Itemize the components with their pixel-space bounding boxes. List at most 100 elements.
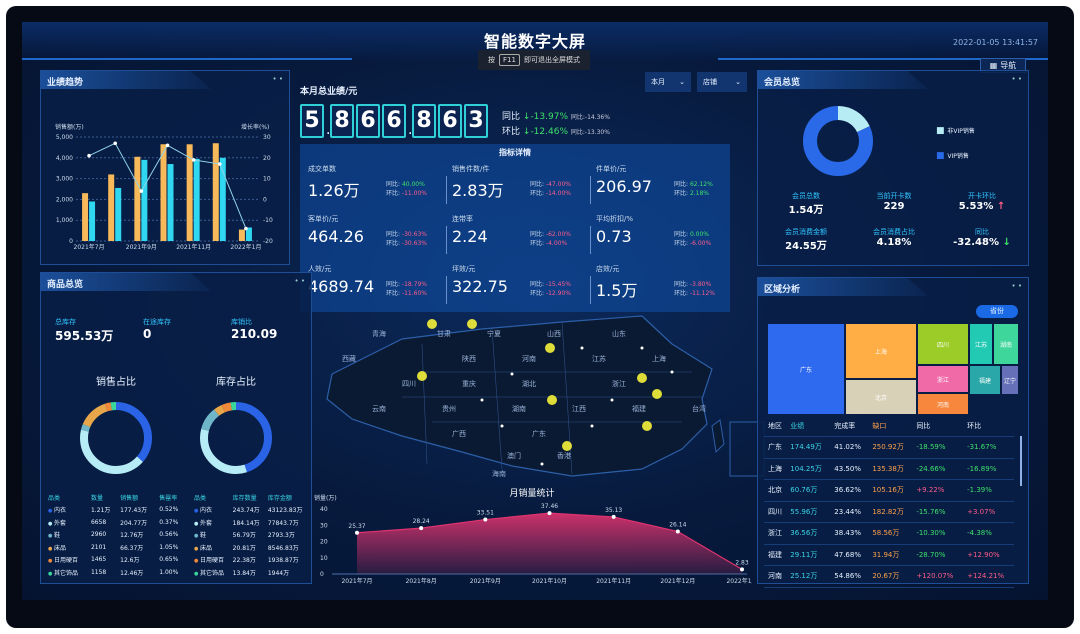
table-cell: 20.67万 <box>868 565 913 588</box>
mom-label: 环比: <box>674 190 690 197</box>
digit: 6 <box>382 104 406 138</box>
province-label: 甘肃 <box>437 329 451 338</box>
indicator-compare: 同比: 0.00% 环比: -6.00% <box>674 230 711 248</box>
digit: 8 <box>412 104 436 138</box>
data-point <box>740 567 744 572</box>
stat-value: 0 <box>143 327 152 341</box>
treemap-cell: 河南 <box>918 394 968 414</box>
y-tick-label: 4,000 <box>56 155 73 162</box>
column-header: 同比 <box>912 415 964 437</box>
table-cell: 上海 <box>764 458 787 480</box>
more-icon[interactable]: • • <box>272 75 283 83</box>
mainland-shape <box>326 315 713 477</box>
table-cell: 12.76万 <box>120 532 144 540</box>
share-donuts <box>80 402 272 474</box>
x-tick-label: 2022年1月 <box>230 243 261 251</box>
divider <box>590 276 591 304</box>
yoy-row: 同比: -15.45% <box>530 280 571 289</box>
table-cell: +3.07% <box>963 501 1014 523</box>
bar <box>115 187 122 241</box>
y2-tick-label: -10 <box>263 217 273 224</box>
mom-prev: 同比:-13.30% <box>570 129 610 136</box>
digit: 6 <box>356 104 380 138</box>
divider <box>590 226 591 254</box>
y2-axis-title: 增长率(%) <box>241 123 269 131</box>
digit: 5 <box>300 104 324 138</box>
more-icon[interactable]: • • <box>1011 282 1022 290</box>
sales-share-slice <box>80 402 152 474</box>
data-label: 37.46 <box>541 503 558 510</box>
mom-label: 环比: <box>674 240 690 247</box>
treemap-cell: 江苏 <box>970 324 992 364</box>
data-label: 26.14 <box>669 522 686 529</box>
stat-value: 210.09 <box>231 327 278 341</box>
province-label: 宁夏 <box>487 329 501 338</box>
mom-value: -11.00% <box>401 190 427 197</box>
cell-text: 内衣 <box>53 507 66 515</box>
yoy-label: 同比: <box>674 231 690 238</box>
table-row: ● 内衣 1.21万 177.43万 0.52% <box>45 504 185 517</box>
table-cell: 0.52% <box>159 506 179 514</box>
table-cell: 河南 <box>764 565 787 588</box>
y-tick-label: 40 <box>320 506 328 513</box>
province-label: 台湾 <box>692 404 706 413</box>
category-dot-icon: ● <box>194 545 200 552</box>
indicator-value: 2.24 <box>452 227 488 246</box>
y-tick-label: 30 <box>320 522 328 529</box>
table-cell: 12.6万 <box>120 557 140 565</box>
data-point <box>419 526 424 531</box>
indicator-compare: 同比: 40.00% 环比: -11.00% <box>386 180 427 198</box>
table-cell: -1.39% <box>963 479 1014 502</box>
hotspot-marker <box>417 371 427 381</box>
column-header: 库存金额 <box>267 494 292 502</box>
table-cell: ● 外套 <box>191 516 230 529</box>
table-cell: 北京 <box>764 479 787 502</box>
mom-row: 环比: 2.18% <box>674 189 713 198</box>
indicator-name: 销售件数/件 <box>452 165 490 173</box>
treemap-label: 北京 <box>874 394 887 402</box>
digit: 8 <box>330 104 354 138</box>
yoy-value: 0.00% <box>689 231 709 238</box>
table-cell: 福建 <box>764 544 787 566</box>
growth-point <box>87 153 91 158</box>
table-scrollbar[interactable] <box>1020 436 1022 486</box>
table-cell: 6658 <box>90 518 107 526</box>
table-cell: 1944万 <box>267 569 290 577</box>
table-cell: 1158 <box>90 568 107 576</box>
table-cell: ● 外套 <box>45 516 88 529</box>
bar <box>193 158 200 241</box>
digit-separator: . <box>408 122 413 138</box>
city-marker <box>640 346 644 350</box>
stat-label: 同比 <box>975 228 989 236</box>
more-icon[interactable]: • • <box>294 277 305 285</box>
city-marker <box>610 398 614 402</box>
treemap-label: 湖南 <box>999 341 1012 349</box>
scope-select[interactable]: 店铺 ⌄ <box>697 72 747 92</box>
table-row: ● 外套 6658 204.77万 0.37% <box>45 516 185 529</box>
member-panel: 会员总览 • • ■ 非VIP销售 ■ VIP销售 会员总数 1.54万 当前开卡数 2… <box>757 70 1029 266</box>
more-icon[interactable]: • • <box>1011 75 1022 83</box>
mom-label: 环比: <box>530 290 546 297</box>
indicator-name: 人效/元 <box>308 265 332 273</box>
mom-label: 环比: <box>530 240 546 247</box>
bar <box>186 144 193 241</box>
table-cell: 243.74万 <box>232 507 260 515</box>
period-select[interactable]: 本月 ⌄ <box>645 72 691 92</box>
y2-tick-label: 20 <box>263 155 271 162</box>
treemap-label: 辽宁 <box>1003 377 1016 385</box>
treemap-label: 福建 <box>978 377 991 385</box>
province-select[interactable]: 省份 <box>976 305 1018 318</box>
mom-value: 2.18% <box>689 190 709 197</box>
period-value: 本月 <box>651 78 665 86</box>
table-cell: 204.77万 <box>120 519 148 527</box>
arrow-up-icon: ↑ <box>993 201 1006 212</box>
hotspot-marker <box>562 441 572 451</box>
column-header: 库存数量 <box>232 494 257 502</box>
chevron-down-icon: ⌄ <box>679 78 685 86</box>
growth-point <box>139 189 144 193</box>
table-cell: 22.38万 <box>232 557 256 565</box>
indicator-name: 坪效/元 <box>452 265 476 273</box>
stat-label: 开卡环比 <box>968 192 996 200</box>
treemap-cell: 北京 <box>846 380 916 414</box>
